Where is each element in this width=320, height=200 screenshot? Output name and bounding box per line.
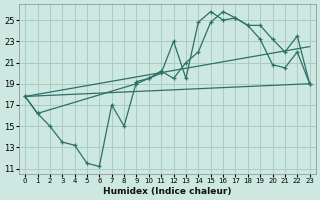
X-axis label: Humidex (Indice chaleur): Humidex (Indice chaleur) [103,187,232,196]
